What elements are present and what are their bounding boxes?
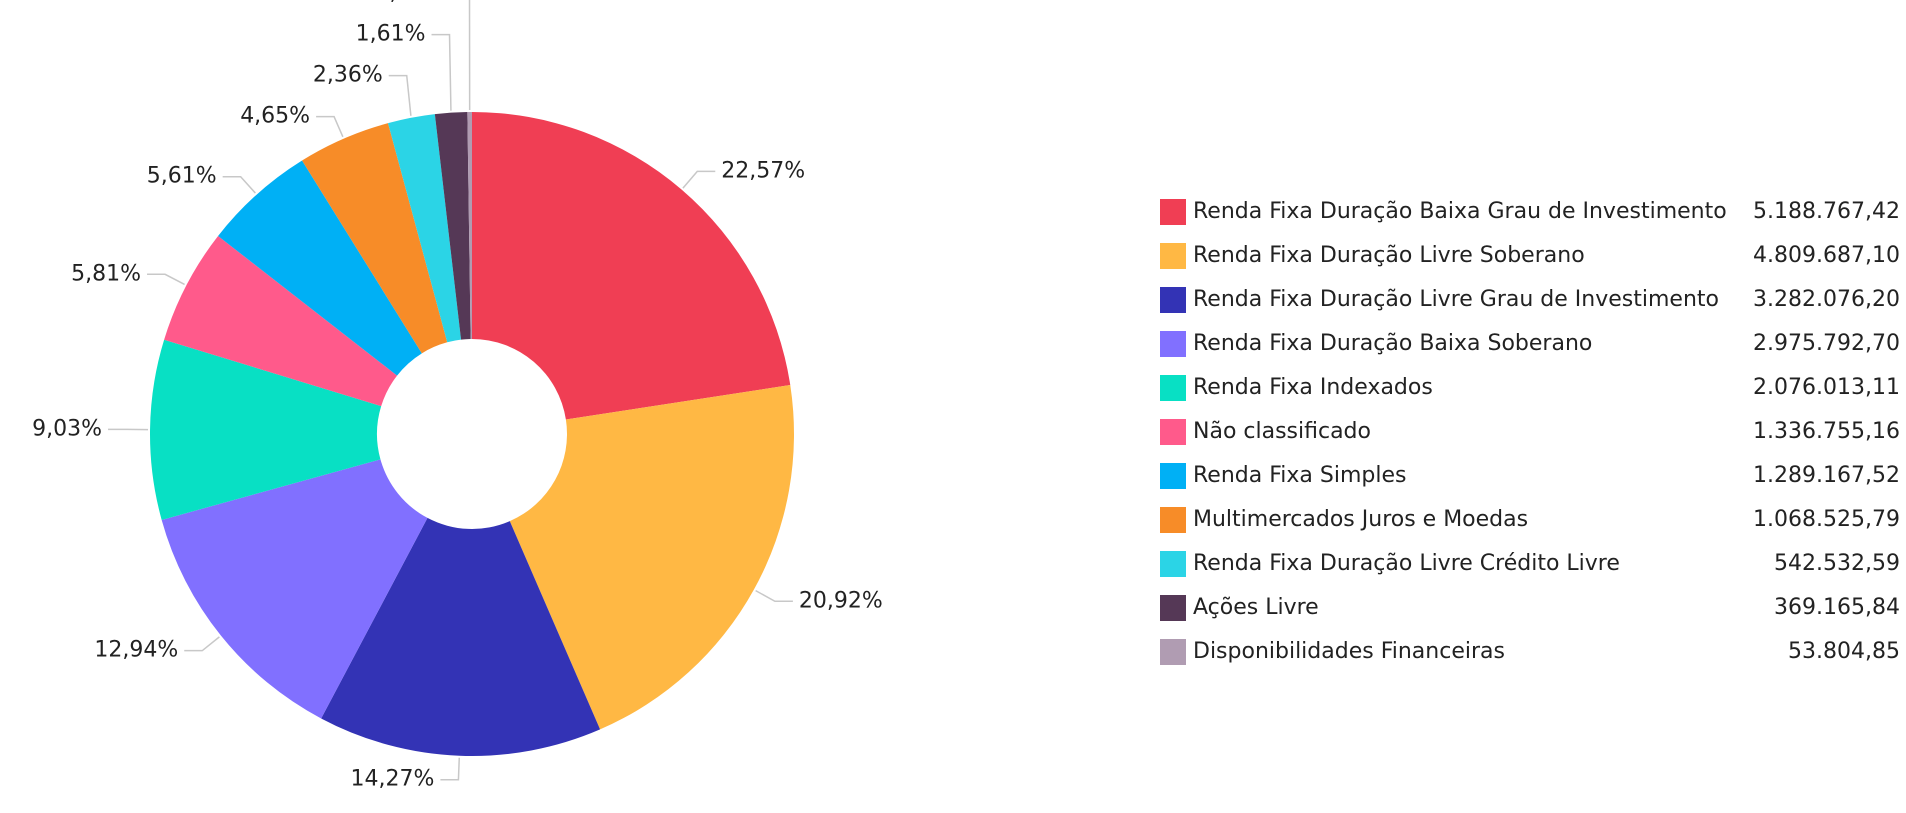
legend-value: 53.804,85 xyxy=(1788,639,1900,664)
leader-line xyxy=(316,115,344,138)
data-label: 9,03% xyxy=(32,416,102,441)
data-label: 20,92% xyxy=(799,588,883,613)
legend-value: 369.165,84 xyxy=(1774,595,1900,620)
leader-line xyxy=(388,74,412,116)
legend-label: Renda Fixa Duração Livre Crédito Livre xyxy=(1193,551,1620,576)
legend-label: Renda Fixa Duração Livre Soberano xyxy=(1193,243,1585,268)
data-label: 5,61% xyxy=(147,164,217,189)
legend-swatch xyxy=(1160,551,1186,577)
legend-label: Renda Fixa Simples xyxy=(1193,463,1406,488)
legend-value: 1.289.167,52 xyxy=(1753,463,1900,488)
legend-value: 1.068.525,79 xyxy=(1753,507,1900,532)
legend-label: Renda Fixa Duração Baixa Soberano xyxy=(1193,331,1592,356)
leader-line xyxy=(468,0,471,111)
legend-swatch xyxy=(1160,639,1186,665)
slice xyxy=(472,112,791,420)
legend-value: 3.282.076,20 xyxy=(1753,287,1900,312)
slice xyxy=(388,114,462,343)
legend-value: 542.532,59 xyxy=(1774,551,1900,576)
slice xyxy=(434,112,471,340)
data-label: 12,94% xyxy=(94,638,178,663)
legend-label: Não classificado xyxy=(1193,419,1371,444)
legend-swatch xyxy=(1160,243,1186,269)
legend-value: 4.809.687,10 xyxy=(1753,243,1900,268)
legend-label: Multimercados Juros e Moedas xyxy=(1193,507,1528,532)
data-label: 5,81% xyxy=(71,261,141,286)
legend-swatch xyxy=(1160,331,1186,357)
leader-line xyxy=(184,636,220,652)
legend-value: 2.076.013,11 xyxy=(1753,375,1900,400)
leader-line xyxy=(147,273,185,286)
data-label: 22,57% xyxy=(721,158,805,183)
legend-swatch xyxy=(1160,199,1186,225)
leader-line xyxy=(682,170,716,189)
legend-label: Renda Fixa Duração Livre Grau de Investi… xyxy=(1193,287,1719,312)
slice xyxy=(509,385,794,730)
leader-line xyxy=(755,589,793,603)
legend-label: Ações Livre xyxy=(1193,595,1319,620)
legend-label: Disponibilidades Financeiras xyxy=(1193,639,1505,664)
legend-swatch xyxy=(1160,287,1186,313)
legend-swatch xyxy=(1160,419,1186,445)
legend-swatch xyxy=(1160,375,1186,401)
slice xyxy=(218,160,422,376)
legend-value: 2.975.792,70 xyxy=(1753,331,1900,356)
legend-value: 1.336.755,16 xyxy=(1753,419,1900,444)
slice xyxy=(302,123,448,354)
leader-line xyxy=(440,757,461,781)
legend-swatch xyxy=(1160,595,1186,621)
legend-label: Renda Fixa Indexados xyxy=(1193,375,1433,400)
slice xyxy=(164,236,398,407)
leader-line xyxy=(222,175,256,194)
legend-swatch xyxy=(1160,463,1186,489)
data-label: 0,23% xyxy=(376,0,446,6)
data-label: 14,27% xyxy=(351,767,435,792)
legend-swatch xyxy=(1160,507,1186,533)
slice xyxy=(467,112,472,340)
slice xyxy=(150,339,382,520)
data-label: 1,61% xyxy=(356,22,426,47)
slice xyxy=(321,517,601,756)
leader-line xyxy=(431,33,452,111)
data-label: 4,65% xyxy=(240,104,310,129)
legend-value: 5.188.767,42 xyxy=(1753,199,1900,224)
data-label: 2,36% xyxy=(313,63,383,88)
slice xyxy=(161,459,428,719)
legend-label: Renda Fixa Duração Baixa Grau de Investi… xyxy=(1193,199,1727,224)
